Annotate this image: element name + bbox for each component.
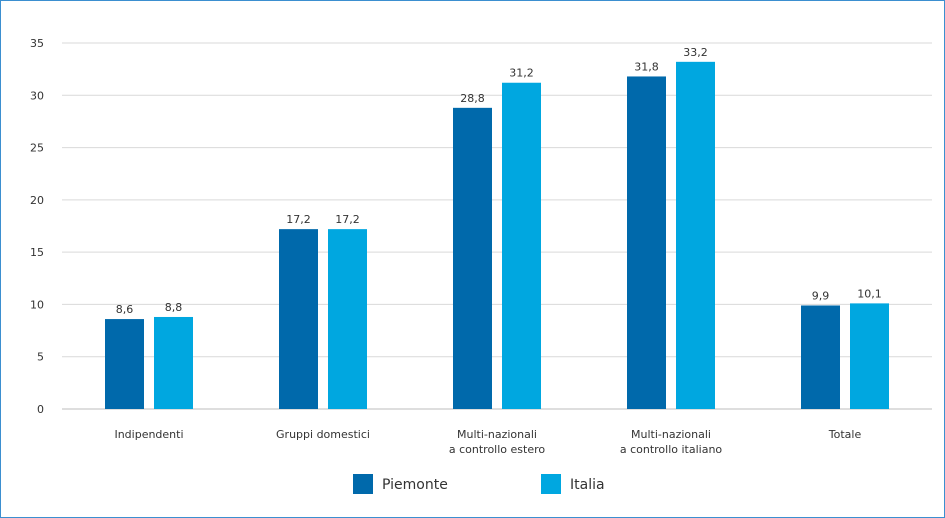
y-tick-label: 20 xyxy=(30,194,44,207)
data-label: 8,6 xyxy=(116,303,134,316)
y-tick-label: 35 xyxy=(30,37,44,50)
legend-swatch-piemonte xyxy=(353,474,373,494)
data-label: 33,2 xyxy=(683,46,708,59)
bar-piemonte xyxy=(627,76,666,409)
x-category-label: a controllo italiano xyxy=(620,443,723,456)
x-category-label: a controllo estero xyxy=(449,443,546,456)
bar-italia xyxy=(502,82,541,409)
data-label: 9,9 xyxy=(812,289,830,302)
bar-piemonte xyxy=(105,319,144,409)
bar-italia xyxy=(676,61,715,410)
bar-italia xyxy=(154,316,193,409)
legend-swatch-italia xyxy=(541,474,561,494)
bar-italia xyxy=(850,303,889,409)
data-label: 8,8 xyxy=(165,301,183,314)
data-label: 31,8 xyxy=(634,60,659,73)
x-category-label: Totale xyxy=(828,428,862,441)
data-label: 28,8 xyxy=(460,92,485,105)
data-label: 10,1 xyxy=(857,287,882,300)
data-label: 31,2 xyxy=(509,67,534,80)
bar-piemonte xyxy=(279,229,318,409)
y-tick-label: 15 xyxy=(30,246,44,259)
y-tick-label: 10 xyxy=(30,298,44,311)
legend-label: Piemonte xyxy=(382,477,448,493)
y-tick-label: 30 xyxy=(30,89,44,102)
x-category-label: Indipendenti xyxy=(114,428,183,441)
legend-label: Italia xyxy=(570,477,605,493)
y-tick-label: 25 xyxy=(30,142,44,155)
bar-italia xyxy=(328,229,367,409)
bar-piemonte xyxy=(801,305,840,409)
y-tick-label: 5 xyxy=(37,351,44,364)
data-label: 17,2 xyxy=(335,213,360,226)
y-tick-label: 0 xyxy=(37,403,44,416)
bar-piemonte xyxy=(453,107,492,409)
x-category-label: Multi-nazionali xyxy=(457,428,537,441)
data-label: 17,2 xyxy=(286,213,311,226)
x-category-label: Gruppi domestici xyxy=(276,428,370,441)
x-category-label: Multi-nazionali xyxy=(631,428,711,441)
